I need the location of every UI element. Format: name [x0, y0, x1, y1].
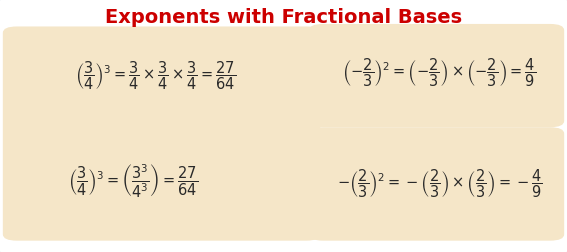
Text: $-\left(\dfrac{2}{3}\right)^{2} = -\left(\dfrac{2}{3}\right)\times\left(\dfrac{2: $-\left(\dfrac{2}{3}\right)^{2} = -\left…	[337, 168, 542, 200]
Text: $\left(\dfrac{3}{4}\right)^{3} = \dfrac{3}{4}\times\dfrac{3}{4}\times\dfrac{3}{4: $\left(\dfrac{3}{4}\right)^{3} = \dfrac{…	[75, 59, 236, 92]
FancyBboxPatch shape	[309, 127, 564, 241]
Text: Exponents with Fractional Bases: Exponents with Fractional Bases	[105, 8, 462, 27]
Text: $\left(\dfrac{3}{4}\right)^{3} = \left(\dfrac{3^3}{4^3}\right) = \dfrac{27}{64}$: $\left(\dfrac{3}{4}\right)^{3} = \left(\…	[68, 163, 198, 200]
FancyBboxPatch shape	[3, 26, 320, 241]
Text: $\left(-\dfrac{2}{3}\right)^{2} = \left(-\dfrac{2}{3}\right)\times\left(-\dfrac{: $\left(-\dfrac{2}{3}\right)^{2} = \left(…	[342, 57, 536, 89]
FancyBboxPatch shape	[309, 24, 564, 127]
